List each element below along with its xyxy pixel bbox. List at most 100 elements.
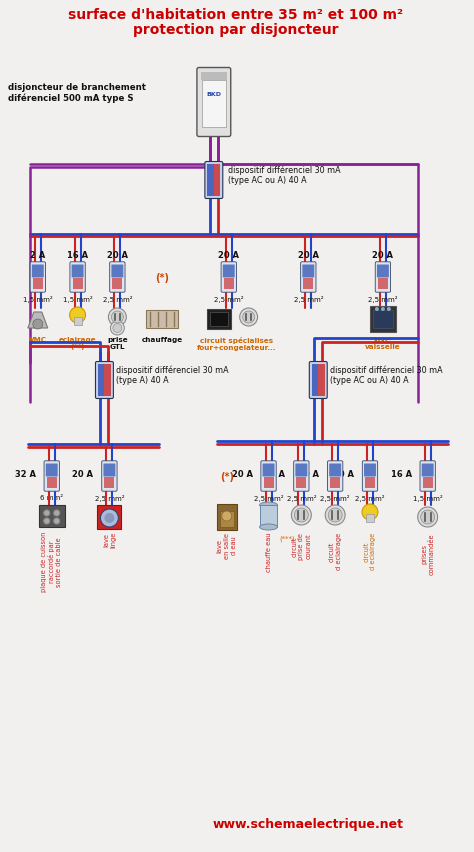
FancyBboxPatch shape [364,464,376,477]
Text: chauffe eau: chauffe eau [265,532,272,572]
Text: VMC: VMC [29,337,47,343]
Text: (***): (***) [280,535,295,542]
Text: circuit
prise de
courant: circuit prise de courant [292,532,311,560]
FancyBboxPatch shape [422,464,434,477]
FancyBboxPatch shape [263,464,274,477]
FancyBboxPatch shape [205,163,223,199]
Text: 20 A: 20 A [333,470,354,479]
FancyBboxPatch shape [295,464,307,477]
FancyBboxPatch shape [32,265,44,278]
Bar [98,365,104,396]
FancyBboxPatch shape [46,464,58,477]
Bar [370,307,396,332]
Text: 2,5 mm²: 2,5 mm² [320,494,350,502]
Bar [104,365,111,396]
Circle shape [44,519,49,524]
Text: lave-
vaisselle: lave- vaisselle [365,337,401,349]
FancyBboxPatch shape [310,362,327,399]
Text: 20 A: 20 A [298,250,319,260]
Circle shape [421,510,435,524]
Circle shape [100,509,118,527]
Text: (*): (*) [155,273,169,283]
Circle shape [381,308,385,312]
Circle shape [418,508,438,527]
Text: lave
linge: lave linge [103,532,116,548]
Text: 2 A: 2 A [30,250,46,260]
Text: 1,5 mm²: 1,5 mm² [413,494,443,502]
Circle shape [362,504,378,521]
FancyBboxPatch shape [377,265,389,278]
Bar [98,505,121,529]
Circle shape [43,509,51,517]
Circle shape [54,511,59,516]
Bar [373,311,393,329]
Bar [207,309,231,330]
Bar [202,80,226,127]
Text: surface d'habitation entre 35 m² et 100 m²: surface d'habitation entre 35 m² et 100 … [68,8,403,22]
Bar [73,318,82,325]
FancyBboxPatch shape [301,262,316,293]
FancyBboxPatch shape [302,265,314,278]
Bar [378,279,388,290]
Circle shape [109,308,126,326]
FancyBboxPatch shape [221,262,237,293]
Bar [220,511,234,527]
Text: protection par disjoncteur: protection par disjoncteur [133,23,338,37]
Text: 1,5 mm²: 1,5 mm² [63,296,92,302]
FancyBboxPatch shape [72,265,83,278]
Bar [39,505,64,527]
FancyBboxPatch shape [329,464,341,477]
Bar [303,279,313,290]
Bar [260,505,277,527]
Bar [33,279,43,290]
Text: prises
commandée: prises commandée [421,532,434,574]
Text: 1,5 mm²: 1,5 mm² [23,296,53,302]
Text: 20 A: 20 A [107,250,128,260]
Text: 2,5 mm²: 2,5 mm² [355,494,385,502]
Text: (*): (*) [220,471,234,481]
Text: plaque de cuisson
raccordé par
sortie de cable: plaque de cuisson raccordé par sortie de… [41,532,62,591]
Bar [296,477,306,488]
Bar [47,477,57,488]
Text: lave
en salle
d eau: lave en salle d eau [217,532,237,558]
Circle shape [294,509,308,522]
Circle shape [111,312,123,324]
Text: 20 A: 20 A [232,470,253,479]
Bar [224,279,234,290]
Bar [330,477,340,488]
FancyBboxPatch shape [261,461,276,492]
Polygon shape [28,313,48,329]
Bar [104,477,114,488]
Circle shape [54,519,59,524]
Text: 2,5 mm²: 2,5 mm² [287,494,316,502]
Bar [217,504,237,531]
FancyBboxPatch shape [30,262,46,293]
Circle shape [44,511,49,516]
FancyBboxPatch shape [294,461,309,492]
Text: dispositif différenciel 30 mA
(type AC ou A) 40 A: dispositif différenciel 30 mA (type AC o… [228,164,340,185]
FancyBboxPatch shape [109,262,125,293]
Text: dispositif différenciel 30 mA
(type AC ou A) 40 A: dispositif différenciel 30 mA (type AC o… [330,365,443,384]
Bar [210,313,228,326]
Bar [423,477,433,488]
Circle shape [243,312,255,324]
Text: 20 A: 20 A [73,470,93,479]
Circle shape [328,509,342,522]
Bar [366,515,374,522]
Bar [214,164,220,197]
Circle shape [375,308,379,312]
Text: 20 A: 20 A [218,250,239,260]
FancyBboxPatch shape [420,461,435,492]
FancyBboxPatch shape [223,265,235,278]
FancyBboxPatch shape [95,362,113,399]
Text: 20 A: 20 A [298,470,319,479]
FancyBboxPatch shape [70,262,85,293]
Text: BKD: BKD [206,92,221,97]
FancyBboxPatch shape [375,262,391,293]
Text: 16 A: 16 A [391,470,412,479]
Text: disjoncteur de branchement
diférenciel 500 mA type S: disjoncteur de branchement diférenciel 5… [8,83,146,103]
Circle shape [53,517,61,526]
Circle shape [70,308,85,324]
Circle shape [104,514,114,523]
Text: 16 A: 16 A [67,250,88,260]
